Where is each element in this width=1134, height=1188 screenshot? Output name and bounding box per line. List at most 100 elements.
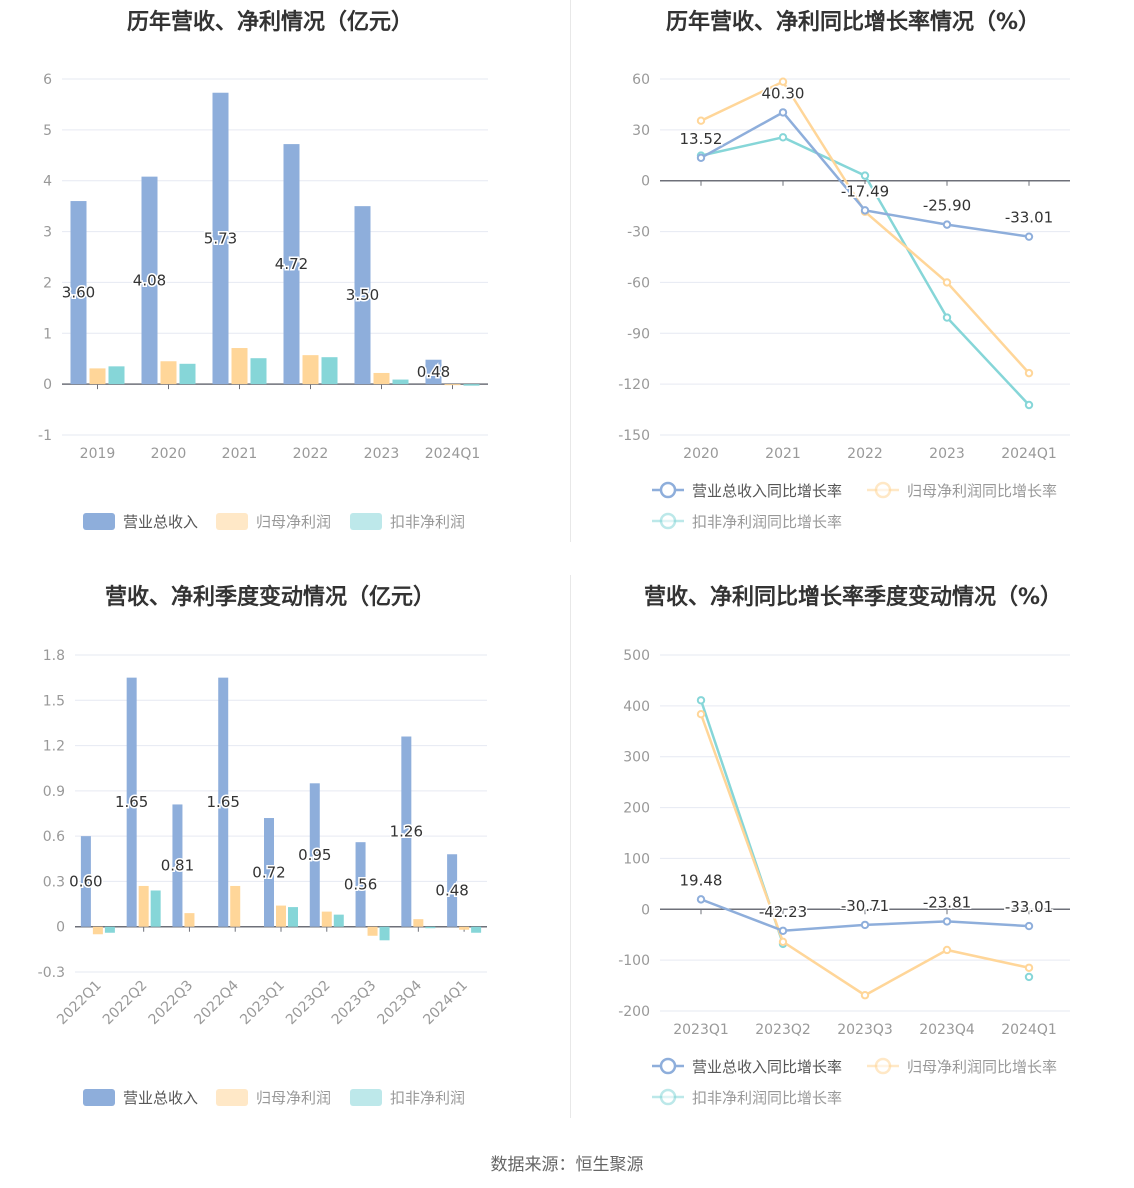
chart-title-quarterly-revenue-profit: 营收、净利季度变动情况（亿元）	[104, 585, 435, 610]
y-tick-label: 0.9	[43, 784, 65, 800]
x-tick-label: 2023Q4	[919, 1022, 975, 1038]
bar-deducted-profit	[471, 926, 482, 933]
line-data-label: -25.90	[923, 197, 971, 215]
y-tick-label: -30	[627, 225, 650, 241]
bar-net-profit	[444, 384, 461, 386]
legend-swatch-icon[interactable]	[216, 1089, 248, 1106]
line-point	[1024, 963, 1034, 972]
line-data-label: -42.23	[759, 903, 807, 921]
line-point	[778, 77, 788, 86]
legend-item-label[interactable]: 营业总收入	[123, 1089, 198, 1107]
line-point	[778, 937, 788, 947]
legend-marker-icon	[659, 1088, 677, 1106]
y-tick-label: 1.2	[43, 739, 65, 755]
line-data-label: -33.01	[1005, 209, 1053, 227]
y-tick-label: 2	[43, 275, 52, 291]
bar-data-label: 5.73	[204, 229, 237, 247]
bar-net-profit	[276, 905, 286, 927]
x-tick-label: 2023Q4	[375, 977, 426, 1028]
legend-marker-icon	[874, 481, 892, 499]
legend-swatch-icon[interactable]	[83, 1089, 115, 1106]
y-tick-label: -90	[627, 326, 650, 342]
bar-data-label: 0.56	[344, 875, 377, 893]
bar-data-label: 1.26	[390, 823, 423, 841]
divider-top	[570, 0, 571, 542]
bar-deducted-profit	[321, 357, 338, 385]
bar-net-profit	[138, 885, 149, 927]
legend-item-label[interactable]: 扣非净利润	[390, 1089, 465, 1107]
x-tick-label: 2023Q2	[755, 1022, 811, 1038]
legend-item-label[interactable]: 营业总收入同比增长率	[692, 482, 842, 500]
bar-net-profit	[367, 926, 378, 936]
legend-item-label[interactable]: 扣非净利润同比增长率	[692, 1089, 842, 1107]
y-tick-label: 5	[43, 123, 52, 139]
bar-deducted-profit	[250, 358, 267, 385]
x-tick-label: 2022Q3	[146, 978, 197, 1029]
y-tick-label: 1	[43, 326, 52, 342]
data-source-footer: 数据来源：恒生聚源	[490, 1155, 644, 1175]
legend-item-label[interactable]: 扣非净利润同比增长率	[692, 513, 842, 531]
y-tick-label: -100	[618, 953, 650, 969]
bar-revenue	[447, 854, 458, 927]
x-tick-label: 2023Q1	[237, 978, 288, 1029]
bar-data-label: 3.60	[62, 284, 95, 302]
legend-item-label[interactable]: 营业总收入同比增长率	[692, 1058, 842, 1076]
bar-data-label: 0.48	[417, 363, 450, 381]
x-tick-label: 2024Q1	[1001, 1022, 1057, 1038]
x-tick-label: 2021	[765, 446, 801, 462]
x-tick-label: 2023	[929, 446, 965, 462]
bar-deducted-profit	[392, 379, 409, 385]
bar-data-label: 4.08	[133, 271, 166, 289]
x-tick-label: 2022	[847, 446, 883, 462]
bar-revenue	[283, 144, 300, 385]
x-tick-label: 2020	[151, 446, 187, 462]
bar-net-profit	[89, 368, 106, 385]
bar-revenue	[126, 677, 137, 927]
bar-deducted-profit	[288, 907, 298, 927]
bar-revenue	[70, 201, 87, 385]
bar-revenue	[354, 206, 371, 385]
bar-net-profit	[413, 919, 424, 927]
line-point	[942, 278, 952, 287]
bar-deducted-profit	[104, 926, 115, 933]
bar-net-profit	[459, 926, 470, 930]
legend-swatch-icon[interactable]	[350, 513, 382, 530]
legend-swatch-icon[interactable]	[350, 1089, 382, 1106]
bar-data-label: 3.50	[346, 286, 379, 304]
line-net-profit-growth	[700, 80, 1030, 374]
x-tick-label: 2024Q1	[420, 978, 471, 1029]
bar-revenue	[80, 836, 91, 927]
bar-revenue	[212, 92, 229, 385]
line-data-label: -23.81	[923, 893, 971, 911]
bar-deducted-profit	[333, 914, 344, 927]
line-point	[942, 313, 952, 322]
legend-item-label[interactable]: 归母净利润同比增长率	[907, 1058, 1057, 1076]
legend-swatch-icon[interactable]	[216, 513, 248, 530]
y-tick-label: 30	[632, 123, 650, 139]
y-tick-label: 4	[43, 174, 52, 190]
bar-deducted-profit	[463, 384, 480, 386]
line-point	[1024, 972, 1034, 982]
bar-revenue	[218, 677, 229, 927]
legend-item-label[interactable]: 营业总收入	[123, 513, 198, 531]
x-tick-label: 2023Q3	[837, 1022, 893, 1038]
line-point	[696, 696, 706, 705]
bar-deducted-profit	[179, 363, 196, 385]
y-tick-label: 0	[43, 377, 52, 393]
legend-item-label[interactable]: 归母净利润同比增长率	[907, 482, 1057, 500]
bar-revenue	[172, 804, 183, 927]
line-data-label: -33.01	[1005, 898, 1053, 916]
legend-marker-icon	[659, 481, 677, 499]
bar-net-profit	[302, 355, 319, 385]
y-tick-label: 0	[641, 902, 650, 918]
line-point	[860, 991, 870, 1000]
legend-swatch-icon[interactable]	[83, 513, 115, 530]
legend-item-label[interactable]: 归母净利润	[256, 513, 331, 531]
bar-data-label: 0.95	[298, 846, 331, 864]
legend-item-label[interactable]: 归母净利润	[256, 1089, 331, 1107]
bar-net-profit	[231, 348, 248, 385]
line-point	[942, 220, 952, 229]
line-point	[860, 171, 870, 180]
legend-item-label[interactable]: 扣非净利润	[390, 513, 465, 531]
